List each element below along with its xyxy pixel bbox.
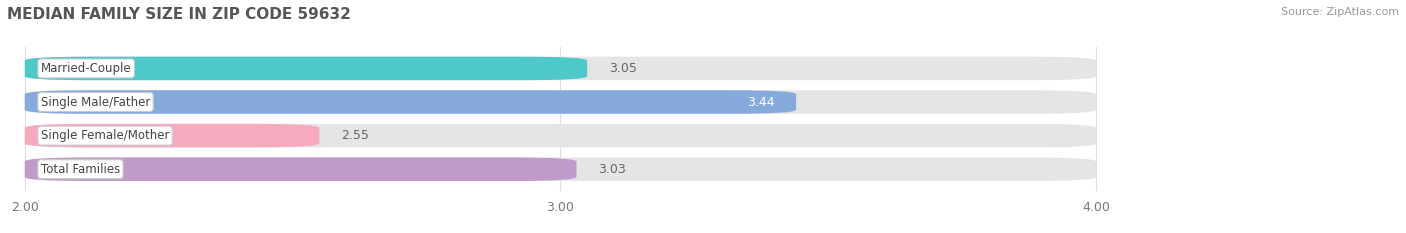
Text: Single Female/Mother: Single Female/Mother [41,129,169,142]
Text: Single Male/Father: Single Male/Father [41,96,150,109]
FancyBboxPatch shape [25,158,576,181]
FancyBboxPatch shape [25,57,1097,80]
Text: Source: ZipAtlas.com: Source: ZipAtlas.com [1281,7,1399,17]
FancyBboxPatch shape [25,124,319,147]
Text: MEDIAN FAMILY SIZE IN ZIP CODE 59632: MEDIAN FAMILY SIZE IN ZIP CODE 59632 [7,7,351,22]
Text: 3.05: 3.05 [609,62,637,75]
Text: 2.55: 2.55 [340,129,368,142]
FancyBboxPatch shape [25,90,796,114]
FancyBboxPatch shape [25,158,1097,181]
FancyBboxPatch shape [25,57,588,80]
FancyBboxPatch shape [25,90,1097,114]
Text: 3.44: 3.44 [747,96,775,109]
FancyBboxPatch shape [25,124,1097,147]
Text: 3.03: 3.03 [598,163,626,176]
Text: Married-Couple: Married-Couple [41,62,132,75]
Text: Total Families: Total Families [41,163,120,176]
